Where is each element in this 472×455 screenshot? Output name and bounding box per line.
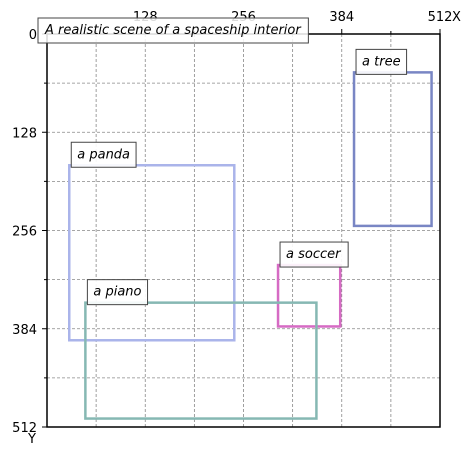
x-axis-label: X bbox=[452, 10, 461, 25]
bbox-label-text: a tree bbox=[362, 54, 401, 69]
bbox-a-soccer bbox=[276, 263, 342, 328]
y-tick-label: 512 bbox=[12, 421, 37, 436]
bbox-label-background bbox=[86, 279, 149, 306]
y-axis-label: Y bbox=[27, 432, 36, 447]
x-tick-label: 384 bbox=[329, 10, 354, 25]
y-tick-label: 256 bbox=[12, 225, 37, 240]
bbox-label-background bbox=[279, 241, 349, 268]
bbox-a-tree bbox=[352, 71, 433, 228]
chart-title-box: A realistic scene of a spaceship interio… bbox=[37, 17, 309, 44]
bbox-label-text: a piano bbox=[93, 285, 141, 300]
bbox-a-panda bbox=[68, 164, 236, 342]
bbox-label-text: a soccer bbox=[286, 247, 342, 262]
bbox-label-a-soccer: a soccer bbox=[279, 241, 349, 268]
bbox-label-a-tree: a tree bbox=[355, 48, 408, 75]
x-tick-label: 512 bbox=[428, 10, 453, 25]
bbox-label-background bbox=[355, 48, 408, 75]
bbox-label-a-piano: a piano bbox=[86, 279, 149, 306]
chart-title: A realistic scene of a spaceship interio… bbox=[44, 23, 302, 38]
bbox-a-piano bbox=[84, 301, 318, 420]
y-tick-label: 0 bbox=[29, 28, 37, 43]
box-labels: a tree a panda a soccer a piano bbox=[70, 48, 408, 306]
bounding-boxes bbox=[68, 71, 433, 420]
grid-lines bbox=[47, 34, 440, 427]
y-tick-label: 128 bbox=[12, 126, 37, 141]
bbox-label-text: a panda bbox=[77, 147, 130, 162]
y-tick-label: 384 bbox=[12, 323, 37, 338]
bbox-label-a-panda: a panda bbox=[70, 141, 137, 168]
bbox-label-background bbox=[70, 141, 137, 168]
